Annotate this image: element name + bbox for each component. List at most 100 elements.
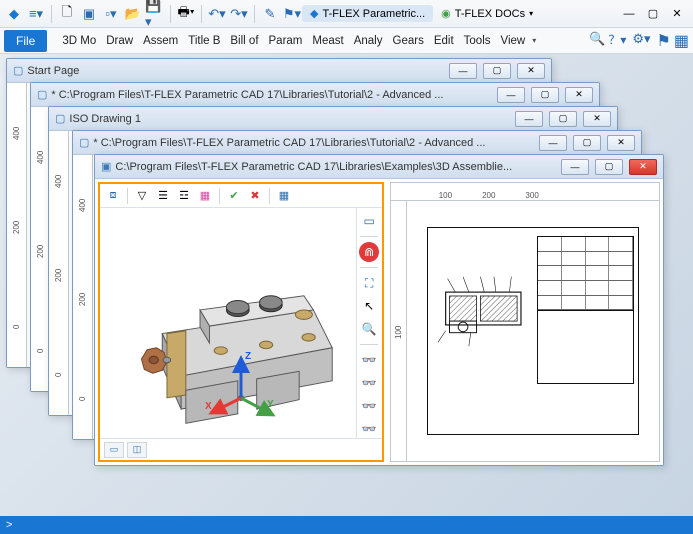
child-close-button[interactable]: ✕ — [607, 135, 635, 151]
child-minimize-button[interactable]: — — [539, 135, 567, 151]
fit-view-icon[interactable]: ⛶ — [359, 273, 379, 293]
svg-text:Z: Z — [245, 351, 251, 362]
pane-3d-toolbar: ⧈ ▽ ☰ ☲ ▦ ✔ ✖ ▦ — [100, 184, 382, 208]
select-rect-icon[interactable]: ▭ — [359, 211, 379, 231]
child-window-title: ISO Drawing 1 — [69, 113, 509, 125]
accept-icon[interactable]: ✔ — [225, 187, 243, 205]
ruler-horizontal-2d: 100 200 300 — [391, 183, 659, 201]
ruler-vertical-2d: 100 — [391, 201, 407, 461]
glasses1-icon[interactable]: 👓 — [359, 350, 379, 370]
redo-icon[interactable]: ↷▾ — [229, 4, 249, 24]
app-logo-icon[interactable]: ◆ — [4, 4, 24, 24]
child-close-button[interactable]: ✕ — [565, 87, 593, 103]
drawing-title-block — [537, 236, 634, 384]
flag2-icon[interactable]: ⚑ — [657, 31, 671, 51]
viewport-3d[interactable]: Z X Y ▭ ⋒ ⛶ ↖ 🔍 — [100, 208, 382, 438]
menu-view[interactable]: View — [496, 32, 531, 50]
child-close-button[interactable]: ✕ — [629, 159, 657, 175]
grid-toggle-icon[interactable]: ▦ — [275, 187, 293, 205]
child-window-title: Start Page — [27, 65, 443, 77]
menu-analy[interactable]: Analy — [349, 32, 388, 50]
status-bar: > — [0, 516, 693, 534]
child-minimize-button[interactable]: — — [561, 159, 589, 175]
open-icon[interactable]: 📂 — [123, 4, 143, 24]
menu-dropdown-icon[interactable]: ≡▾ — [26, 4, 46, 24]
child-window-title: * C:\Program Files\T-FLEX Parametric CAD… — [93, 137, 533, 149]
print-icon[interactable]: 🖶▾ — [176, 4, 196, 24]
pane-2d-drawing: 100 200 300 100 — [390, 182, 660, 462]
pane-3d-view: ⧈ ▽ ☰ ☲ ▦ ✔ ✖ ▦ — [98, 182, 384, 462]
pointer-icon[interactable]: ↖ — [359, 296, 379, 316]
magnet-snap-icon[interactable]: ⋒ — [359, 242, 379, 262]
menu-assem[interactable]: Assem — [138, 32, 183, 50]
maximize-button[interactable]: ▢ — [641, 4, 665, 24]
drawing-sheet-area[interactable] — [407, 201, 659, 461]
menu-billof[interactable]: Bill of — [225, 32, 263, 50]
tab-app-label: T-FLEX Parametric... — [322, 8, 425, 20]
child-minimize-button[interactable]: — — [449, 63, 477, 79]
active-window-titlebar[interactable]: ▣ C:\Program Files\T-FLEX Parametric CAD… — [95, 155, 663, 179]
menu-titleb[interactable]: Title B — [183, 32, 225, 50]
glasses4-icon[interactable]: 👓 — [359, 419, 379, 438]
active-child-window: ▣ C:\Program Files\T-FLEX Parametric CAD… — [94, 154, 664, 466]
view-tab-2[interactable]: ◫ — [127, 442, 147, 458]
mdi-workspace: ▢Start Page—▢✕4002000▢* C:\Program Files… — [0, 54, 693, 516]
child-maximize-button[interactable]: ▢ — [595, 159, 623, 175]
close-button[interactable]: ✕ — [665, 4, 689, 24]
tab-docs[interactable]: ◉T-FLEX DOCs▾ — [433, 5, 541, 22]
svg-text:X: X — [205, 401, 212, 412]
active-window-title: C:\Program Files\T-FLEX Parametric CAD 1… — [115, 161, 555, 173]
pane-3d-footer: ▭ ◫ — [100, 438, 382, 460]
svg-text:Y: Y — [267, 399, 274, 410]
child-minimize-button[interactable]: — — [497, 87, 525, 103]
layers-icon[interactable]: ▦ — [674, 31, 689, 51]
menu-meast[interactable]: Meast — [307, 32, 348, 50]
help-icon[interactable]: ？▾ — [608, 31, 626, 51]
zoom-icon[interactable]: 🔍 — [359, 319, 379, 339]
menu-tools[interactable]: Tools — [459, 32, 496, 50]
measure-icon[interactable]: ✎ — [260, 4, 280, 24]
search-icon[interactable]: 🔍 — [589, 31, 605, 51]
gear-icon[interactable]: ⚙▾ — [632, 31, 650, 51]
undo-icon[interactable]: ↶▾ — [207, 4, 227, 24]
reject-icon[interactable]: ✖ — [246, 187, 264, 205]
viewport-vertical-toolbar: ▭ ⋒ ⛶ ↖ 🔍 👓 👓 👓 👓 — [356, 208, 382, 438]
tab-app[interactable]: ◆T-FLEX Parametric... — [302, 5, 433, 22]
child-window-title: * C:\Program Files\T-FLEX Parametric CAD… — [51, 89, 491, 101]
technical-drawing — [436, 262, 533, 361]
tab-docs-label: T-FLEX DOCs — [455, 8, 525, 20]
filter-icon[interactable]: ▽ — [133, 187, 151, 205]
document-icon: ▣ — [101, 160, 111, 173]
child-close-button[interactable]: ✕ — [517, 63, 545, 79]
app-titlebar: ◆ ≡▾ 🗋 ▣ ▫▾ 📂 💾▾ 🖶▾ ↶▾ ↷▾ ✎ ⚑▾ ◆T-FLEX P… — [0, 0, 693, 28]
new-doc-icon[interactable]: 🗋 — [57, 4, 77, 24]
axis-triad: Z X Y — [201, 343, 281, 423]
filter-sel-icon[interactable]: ☲ — [175, 187, 193, 205]
child-maximize-button[interactable]: ▢ — [573, 135, 601, 151]
save-icon[interactable]: 💾▾ — [145, 4, 165, 24]
file-menu-button[interactable]: File — [4, 30, 47, 52]
child-minimize-button[interactable]: — — [515, 111, 543, 127]
drawing-sheet — [427, 227, 639, 435]
menu-draw[interactable]: Draw — [101, 32, 138, 50]
child-maximize-button[interactable]: ▢ — [549, 111, 577, 127]
flag-icon[interactable]: ⚑▾ — [282, 4, 302, 24]
minimize-button[interactable]: — — [617, 4, 641, 24]
new-part-icon[interactable]: ▫▾ — [101, 4, 121, 24]
tree-icon[interactable]: ⧈ — [104, 187, 122, 205]
view-tab-1[interactable]: ▭ — [104, 442, 124, 458]
menu-gears[interactable]: Gears — [388, 32, 429, 50]
menu-param[interactable]: Param — [264, 32, 308, 50]
main-menubar: File 3D MoDrawAssemTitle BBill ofParamMe… — [0, 28, 693, 54]
glasses2-icon[interactable]: 👓 — [359, 373, 379, 393]
filter-list-icon[interactable]: ☰ — [154, 187, 172, 205]
new-3d-icon[interactable]: ▣ — [79, 4, 99, 24]
child-close-button[interactable]: ✕ — [583, 111, 611, 127]
child-maximize-button[interactable]: ▢ — [483, 63, 511, 79]
glasses3-icon[interactable]: 👓 — [359, 396, 379, 416]
child-maximize-button[interactable]: ▢ — [531, 87, 559, 103]
menu-3dmo[interactable]: 3D Mo — [57, 32, 101, 50]
menu-edit[interactable]: Edit — [429, 32, 459, 50]
highlight-icon[interactable]: ▦ — [196, 187, 214, 205]
status-prompt: > — [6, 519, 12, 531]
